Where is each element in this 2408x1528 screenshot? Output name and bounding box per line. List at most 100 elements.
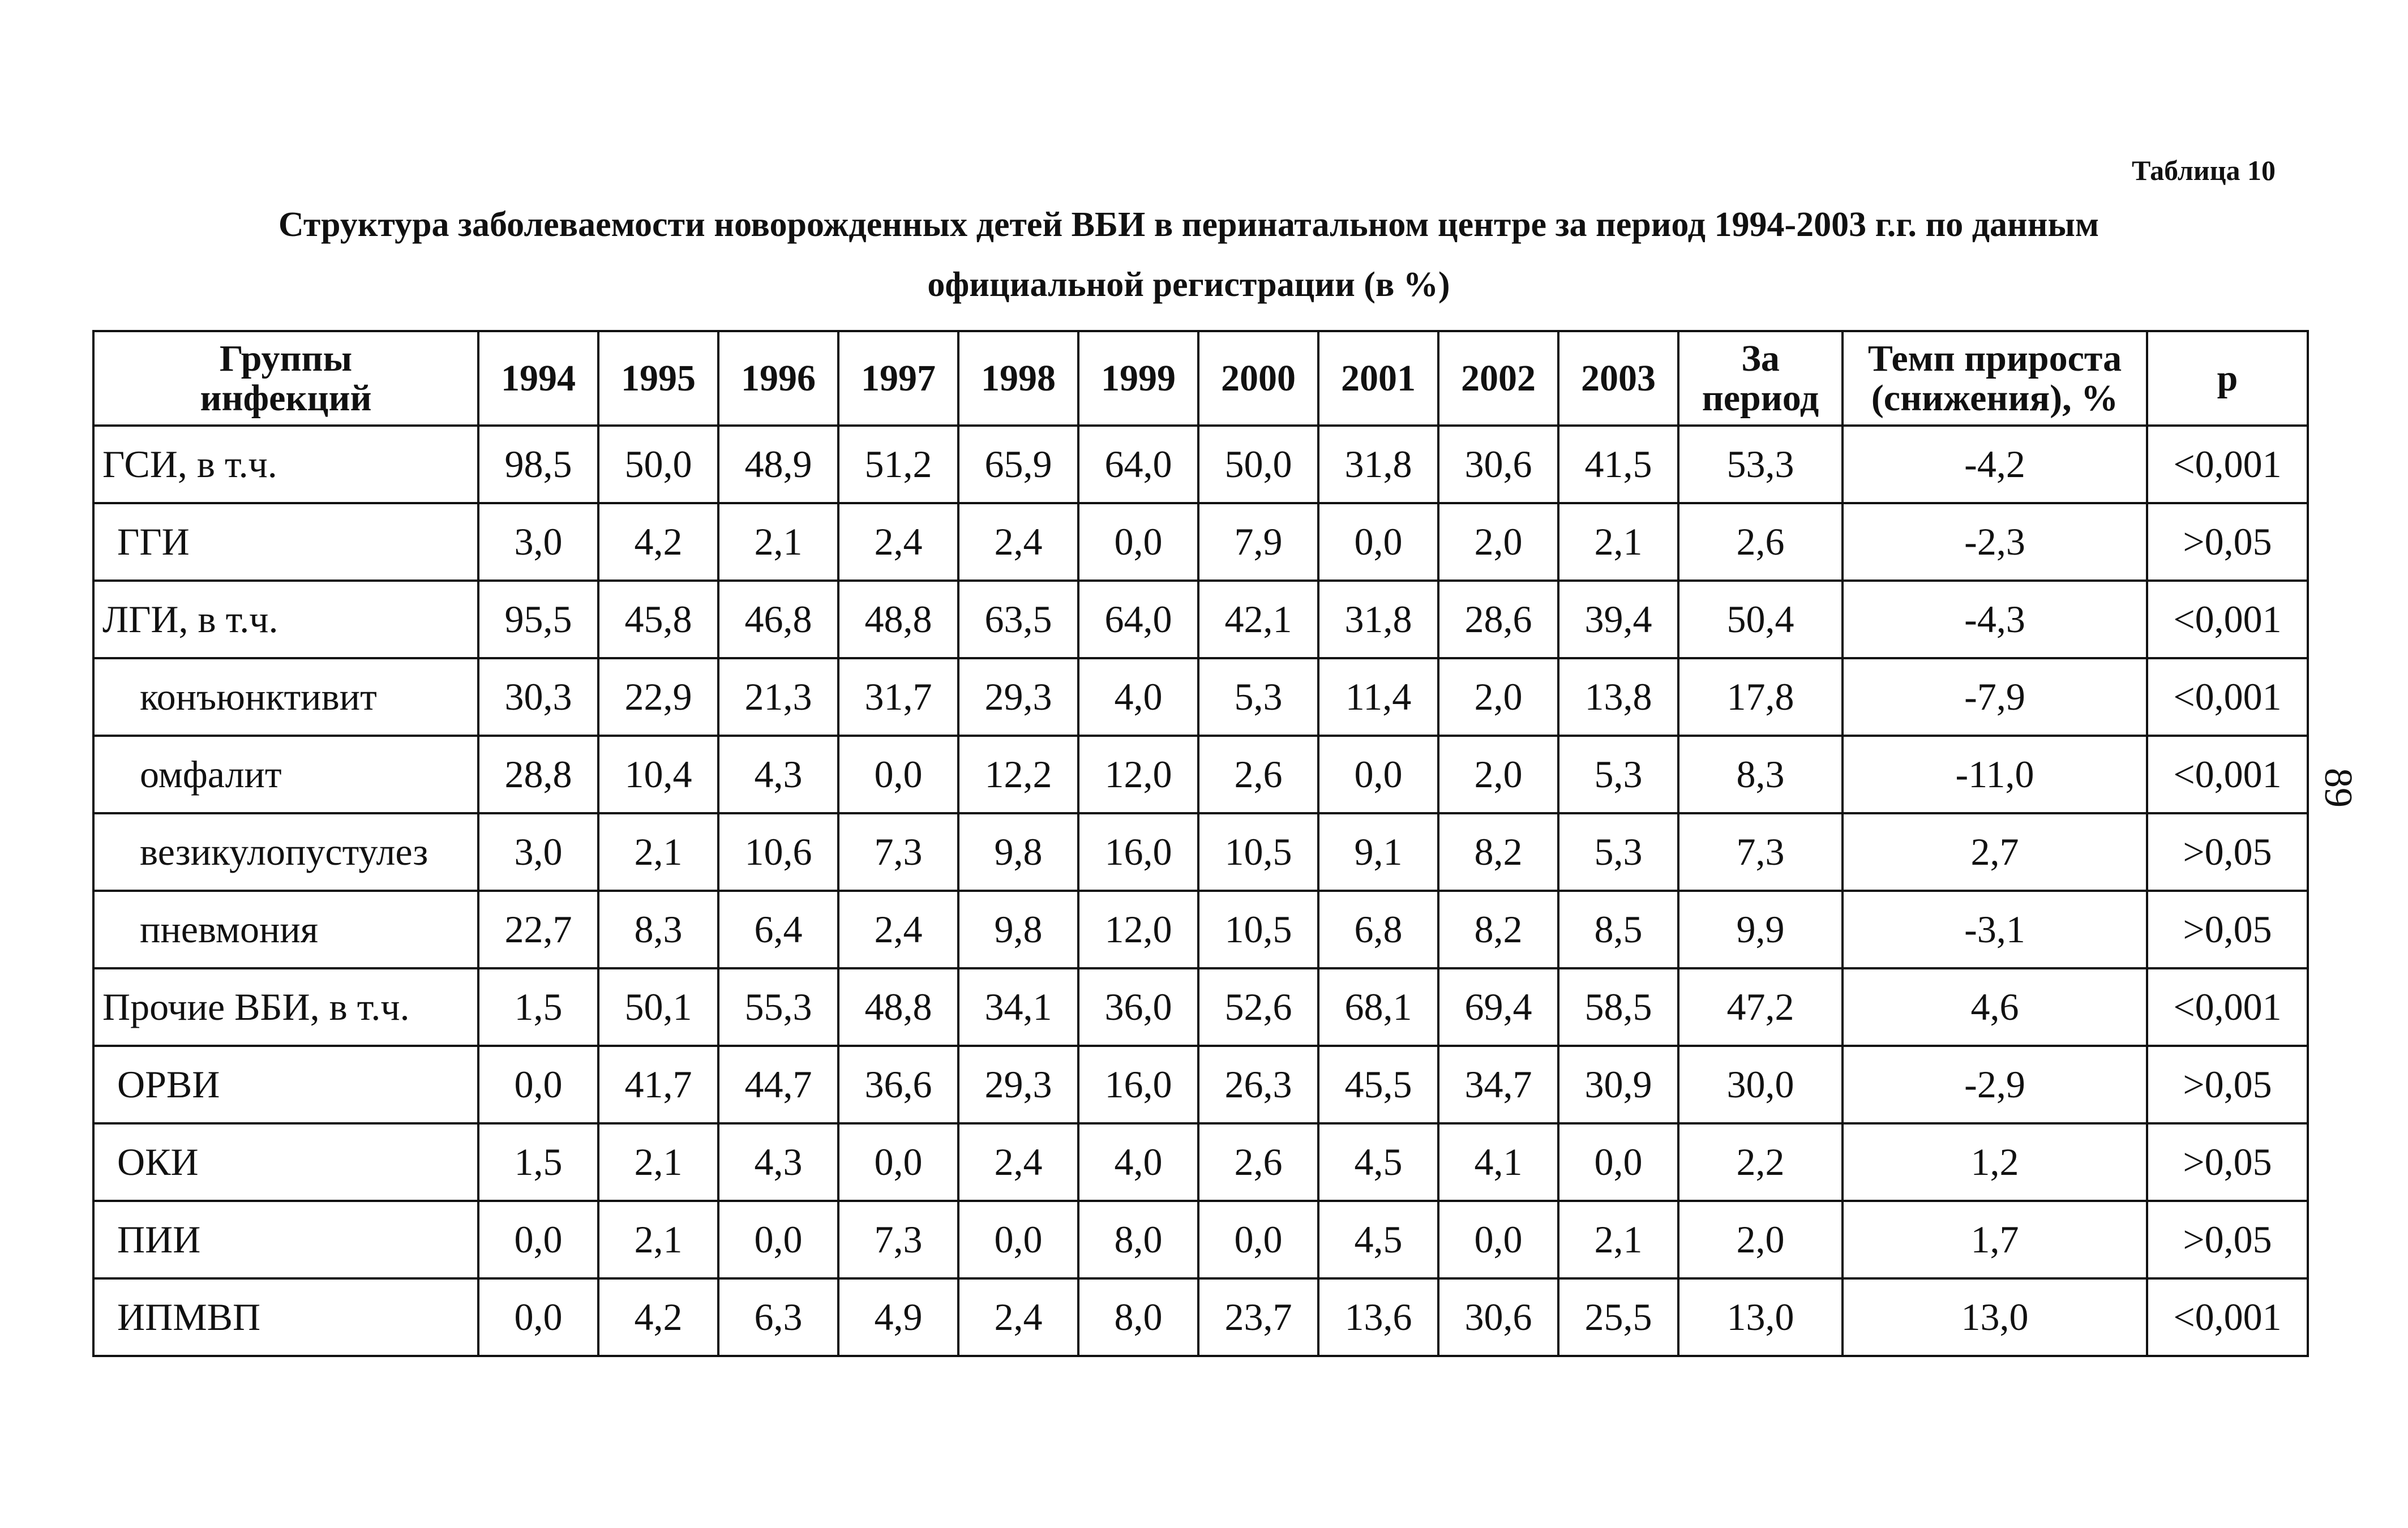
cell-year-value: 30,3 [477, 657, 599, 737]
cell-year-value: 0,0 [1557, 1122, 1679, 1202]
row-group-name: ЛГИ, в т.ч. [92, 580, 479, 659]
cell-year-value: 0,0 [1317, 735, 1439, 814]
cell-year-value: 0,0 [477, 1200, 599, 1280]
cell-year-value: 52,6 [1197, 967, 1319, 1047]
cell-year-value: 2,1 [597, 1122, 719, 1202]
cell-year-value: 48,9 [717, 424, 839, 504]
row-group-name: ПИИ [92, 1200, 479, 1280]
cell-year-value: 36,6 [837, 1045, 959, 1124]
cell-year-value: 2,1 [1557, 1200, 1679, 1280]
table-row: ГГИ 3,0 4,2 2,1 2,4 2,4 0,0 7,9 0,0 2,0 2,1 2,6 -2,3… [92, 502, 2309, 582]
header-groups: Группы инфекций [92, 330, 479, 427]
cell-year-value: 58,5 [1557, 967, 1679, 1047]
cell-year-value: 44,7 [717, 1045, 839, 1124]
cell-growth-rate: -3,1 [1841, 890, 2148, 969]
cell-year-value: 69,4 [1437, 967, 1559, 1047]
cell-year-value: 1,5 [477, 1122, 599, 1202]
cell-p-value: <0,001 [2146, 580, 2309, 659]
cell-growth-rate: -4,2 [1841, 424, 2148, 504]
cell-year-value: 50,0 [597, 424, 719, 504]
cell-year-value: 10,4 [597, 735, 719, 814]
cell-year-value: 95,5 [477, 580, 599, 659]
cell-period-value: 47,2 [1677, 967, 1844, 1047]
cell-year-value: 63,5 [957, 580, 1079, 659]
cell-year-value: 28,6 [1437, 580, 1559, 659]
cell-year-value: 0,0 [1197, 1200, 1319, 1280]
cell-year-value: 0,0 [957, 1200, 1079, 1280]
cell-period-value: 2,2 [1677, 1122, 1844, 1202]
cell-year-value: 2,0 [1437, 502, 1559, 582]
row-group-name: омфалит [92, 735, 479, 814]
cell-year-value: 7,3 [837, 1200, 959, 1280]
cell-p-value: >0,05 [2146, 1200, 2309, 1280]
cell-year-value: 2,1 [597, 1200, 719, 1280]
cell-year-value: 48,8 [837, 967, 959, 1047]
cell-year-value: 23,7 [1197, 1277, 1319, 1357]
cell-year-value: 22,7 [477, 890, 599, 969]
cell-year-value: 2,1 [1557, 502, 1679, 582]
cell-period-value: 8,3 [1677, 735, 1844, 814]
cell-growth-rate: -2,9 [1841, 1045, 2148, 1124]
cell-year-value: 21,3 [717, 657, 839, 737]
table-row: ОРВИ 0,0 41,7 44,7 36,6 29,3 16,0 26,3 45,5 34,7 3… [92, 1045, 2309, 1124]
cell-year-value: 0,0 [837, 735, 959, 814]
header-year: 2003 [1557, 330, 1679, 427]
header-year: 2000 [1197, 330, 1319, 427]
cell-year-value: 4,0 [1077, 657, 1199, 737]
cell-year-value: 31,8 [1317, 424, 1439, 504]
cell-year-value: 68,1 [1317, 967, 1439, 1047]
cell-year-value: 2,6 [1197, 1122, 1319, 1202]
cell-year-value: 7,3 [837, 812, 959, 892]
cell-year-value: 30,6 [1437, 1277, 1559, 1357]
cell-year-value: 16,0 [1077, 1045, 1199, 1124]
cell-growth-rate: 1,2 [1841, 1122, 2148, 1202]
table-row: ОКИ 1,5 2,1 4,3 0,0 2,4 4,0 2,6 4,5 4,1 0,0 2,2 1,2 >… [92, 1122, 2309, 1202]
cell-year-value: 31,7 [837, 657, 959, 737]
cell-year-value: 10,5 [1197, 890, 1319, 969]
row-group-name: конъюнктивит [92, 657, 479, 737]
row-group-name: Прочие ВБИ, в т.ч. [92, 967, 479, 1047]
table-row: ГСИ, в т.ч. 98,5 50,0 48,9 51,2 65,9 64,0 50,0 3… [92, 424, 2309, 504]
cell-p-value: <0,001 [2146, 1277, 2309, 1357]
cell-year-value: 2,1 [717, 502, 839, 582]
cell-year-value: 6,3 [717, 1277, 839, 1357]
cell-year-value: 22,9 [597, 657, 719, 737]
cell-p-value: >0,05 [2146, 1122, 2309, 1202]
cell-growth-rate: 4,6 [1841, 967, 2148, 1047]
cell-year-value: 29,3 [957, 657, 1079, 737]
cell-growth-rate: 2,7 [1841, 812, 2148, 892]
cell-year-value: 9,1 [1317, 812, 1439, 892]
cell-period-value: 30,0 [1677, 1045, 1844, 1124]
cell-p-value: >0,05 [2146, 812, 2309, 892]
cell-year-value: 4,1 [1437, 1122, 1559, 1202]
cell-year-value: 39,4 [1557, 580, 1679, 659]
cell-year-value: 4,9 [837, 1277, 959, 1357]
cell-p-value: >0,05 [2146, 502, 2309, 582]
table-row: Прочие ВБИ, в т.ч. 1,5 50,1 55,3 48,8 34,1 36,… [92, 967, 2309, 1047]
cell-year-value: 50,1 [597, 967, 719, 1047]
cell-year-value: 6,8 [1317, 890, 1439, 969]
cell-year-value: 41,5 [1557, 424, 1679, 504]
cell-year-value: 2,4 [957, 1277, 1079, 1357]
header-year: 1997 [837, 330, 959, 427]
header-row: Группы инфекций 1994 1995 1996 1997 1998… [92, 330, 2309, 427]
cell-year-value: 11,4 [1317, 657, 1439, 737]
header-year: 1995 [597, 330, 719, 427]
cell-year-value: 1,5 [477, 967, 599, 1047]
table-row: ИПМВП 0,0 4,2 6,3 4,9 2,4 8,0 23,7 13,6 30,6 25,5 1… [92, 1277, 2309, 1357]
cell-p-value: >0,05 [2146, 1045, 2309, 1124]
cell-year-value: 8,3 [597, 890, 719, 969]
cell-p-value: <0,001 [2146, 657, 2309, 737]
cell-year-value: 31,8 [1317, 580, 1439, 659]
header-growth-rate-line1: Темп прироста [1867, 338, 2122, 380]
header-year: 1999 [1077, 330, 1199, 427]
table-title: Структура заболеваемости новорожденных д… [278, 205, 2099, 244]
header-period-line2: период [1702, 377, 1819, 419]
cell-growth-rate: 1,7 [1841, 1200, 2148, 1280]
cell-growth-rate: 13,0 [1841, 1277, 2148, 1357]
row-group-name: ГГИ [92, 502, 479, 582]
header-groups-line2: инфекций [200, 377, 372, 419]
header-growth-rate-line2: (снижения), % [1871, 377, 2119, 419]
row-group-name: ОКИ [92, 1122, 479, 1202]
table-row: ПИИ 0,0 2,1 0,0 7,3 0,0 8,0 0,0 4,5 0,0 2,1 2,0 1,7 >… [92, 1200, 2309, 1280]
